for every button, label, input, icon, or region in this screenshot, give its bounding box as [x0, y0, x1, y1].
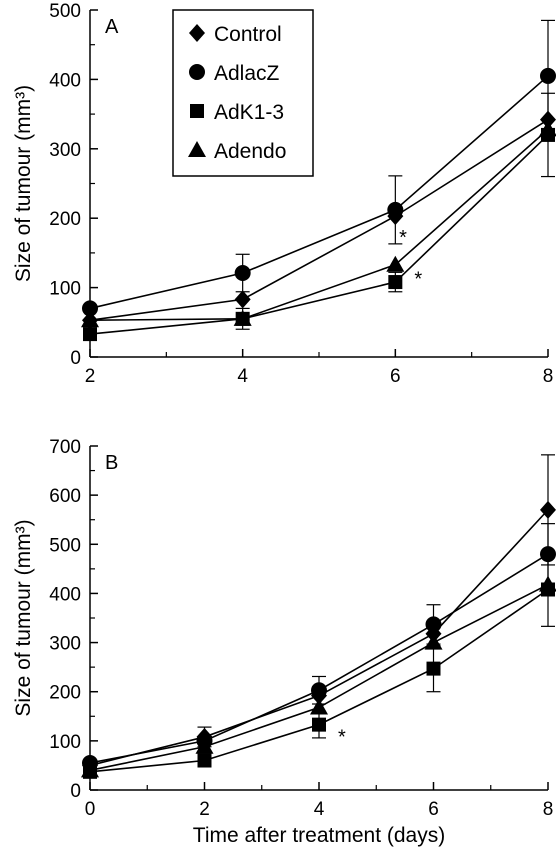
panel-label: A — [105, 16, 119, 38]
y-tick-label: 300 — [49, 140, 81, 161]
x-tick-label: 2 — [85, 366, 96, 387]
y-tick-label: 300 — [49, 634, 81, 655]
series-line-adendo — [89, 128, 549, 322]
y-tick-label: 100 — [49, 279, 81, 300]
point-adk1-3 — [426, 661, 441, 676]
legend-label: Adendo — [214, 140, 286, 163]
x-tick-label: 6 — [390, 366, 401, 387]
x-tick-label: 4 — [314, 799, 325, 820]
y-tick-label: 200 — [49, 209, 81, 230]
y-tick-label: 0 — [70, 781, 81, 802]
point-adk1-3 — [197, 753, 212, 768]
y-axis-label: Size of tumour (mm³) — [12, 519, 35, 716]
x-tick-label: 0 — [85, 799, 96, 820]
x-tick-label: 2 — [199, 799, 210, 820]
point-adlacz — [387, 201, 404, 218]
series-line-control — [89, 118, 549, 322]
legend-marker — [189, 24, 205, 42]
point-adlacz — [234, 265, 251, 282]
y-tick-label: 400 — [49, 584, 81, 605]
point-adendo — [81, 311, 99, 328]
point-adendo — [81, 761, 99, 778]
y-tick-label: 500 — [49, 535, 81, 556]
point-adendo — [310, 698, 328, 715]
point-adendo — [386, 255, 405, 272]
y-axis-label: Size of tumour (mm³) — [12, 85, 35, 282]
significance-marker: * — [338, 726, 346, 748]
point-adlacz — [82, 300, 98, 317]
point-control — [540, 110, 556, 129]
series-line-adlacz — [89, 75, 549, 310]
point-adendo — [539, 120, 556, 137]
legend-marker — [189, 64, 205, 80]
point-adendo — [195, 737, 214, 754]
significance-marker: * — [414, 269, 422, 291]
x-tick-label: 4 — [237, 366, 248, 387]
point-control — [234, 290, 251, 309]
x-tick-label: 8 — [543, 799, 554, 820]
y-tick-label: 400 — [49, 70, 81, 91]
point-adlacz — [540, 546, 556, 563]
point-adendo — [233, 309, 252, 326]
panel-B: 0 100 200 300 400 500 600 700 0 2 4 6 8 B Size of tumo… — [12, 437, 556, 847]
legend-marker — [188, 141, 206, 157]
point-adendo — [424, 633, 443, 650]
x-tick-label: 6 — [428, 799, 439, 820]
legend-label: AdlacZ — [214, 62, 280, 85]
series-line-adk1-3 — [89, 134, 549, 335]
point-control — [540, 500, 556, 519]
point-adlacz — [540, 67, 556, 84]
y-tick-label: 0 — [70, 348, 81, 369]
y-tick-label: 100 — [49, 732, 81, 753]
y-tick-label: 700 — [49, 437, 81, 458]
point-adk1-3 — [83, 327, 97, 342]
legend-marker — [190, 104, 204, 118]
point-adlacz — [425, 616, 442, 633]
legend: Control AdlacZ AdK1-3 Adendo — [172, 9, 314, 177]
point-adk1-3 — [388, 275, 403, 290]
legend-label: Control — [214, 23, 282, 46]
x-axis-label: Time after treatment (days) — [193, 824, 445, 847]
legend-label: AdK1-3 — [214, 101, 284, 124]
point-adendo — [539, 575, 556, 592]
panel-A: 0 100 200 300 400 500 2 4 6 8 A Size of tumour (mm³… — [12, 1, 556, 387]
point-adlacz — [311, 682, 327, 699]
point-adk1-3 — [312, 717, 326, 732]
y-tick-label: 600 — [49, 486, 81, 507]
y-tick-label: 200 — [49, 683, 81, 704]
significance-marker: * — [399, 227, 407, 249]
y-tick-label: 500 — [49, 1, 81, 22]
x-tick-label: 8 — [543, 366, 554, 387]
panel-label: B — [105, 452, 118, 474]
